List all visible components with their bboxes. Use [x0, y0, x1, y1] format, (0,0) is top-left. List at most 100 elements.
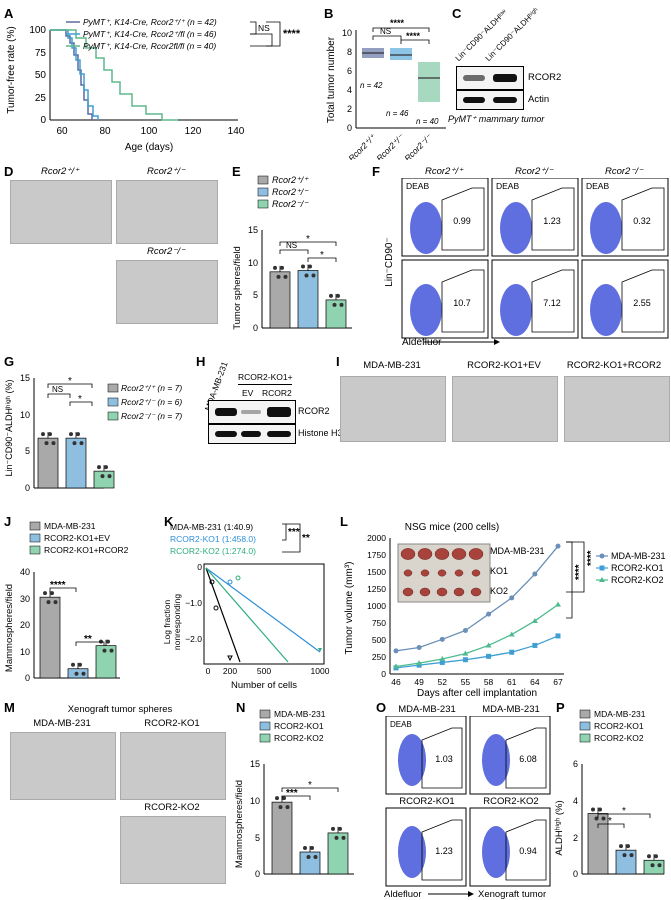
panel-j-bar: MDA-MB-231 RCOR2-KO1+EV RCOR2-KO1+RCOR2 … — [4, 521, 129, 683]
j-ytick: 40 — [20, 567, 30, 577]
c-col-high: Lin⁻CD90⁻ALDHʰⁱᵍʰ — [483, 6, 541, 64]
c-row-actin: Actin — [528, 94, 550, 105]
panel-b-dotplot: Total tumor number 0 2 4 6 8 10 NS **** … — [326, 18, 446, 160]
p-point — [657, 863, 662, 868]
e-point — [273, 265, 277, 270]
l-point — [416, 660, 423, 666]
e-bar-1 — [297, 270, 319, 329]
b-ytick: 4 — [347, 85, 352, 95]
l-legend: RCOR2-KO2 — [611, 575, 664, 585]
e-ylabel: Tumor spheres/field — [232, 246, 243, 330]
p-legend: RCOR2-KO2 — [594, 733, 644, 743]
b-ytick: 6 — [347, 66, 352, 76]
e-point — [283, 274, 288, 279]
p-point — [601, 816, 606, 821]
p-point — [626, 844, 630, 849]
p-bar-0 — [587, 813, 609, 875]
e-ytick: 15 — [248, 225, 258, 235]
k-ytick: 0 — [197, 562, 202, 572]
panel-label-p: P — [556, 700, 565, 715]
l-point — [509, 649, 515, 655]
o-gate — [421, 819, 463, 881]
panel-n-bar: MDA-MB-231 RCOR2-KO1 RCOR2-KO2 Mammosphe… — [234, 709, 354, 879]
n-ytick: 5 — [255, 833, 260, 843]
o-cells — [398, 734, 426, 786]
o-gate — [505, 727, 547, 789]
b-sig-ns: NS — [380, 27, 391, 36]
j-legend: MDA-MB-231 — [44, 521, 96, 531]
p-ytick: 0 — [573, 869, 578, 879]
j-ytick: 20 — [20, 620, 30, 630]
j-point — [81, 671, 86, 676]
g-point — [48, 432, 52, 437]
l-inset-tumor — [451, 548, 467, 560]
l-point — [393, 663, 399, 669]
l-point — [509, 595, 515, 601]
p-ylabel: ALDHʰⁱᵍʰ (%) — [554, 800, 565, 855]
h-col-ev: EV — [242, 388, 254, 398]
l-title: NSG mice (200 cells) — [405, 522, 499, 533]
j-point — [53, 600, 58, 605]
j-point — [46, 600, 51, 605]
l-point — [485, 642, 492, 648]
j-point — [102, 648, 107, 653]
g-ytick: 5 — [25, 446, 30, 456]
g-point — [104, 465, 108, 470]
p-point — [619, 844, 623, 849]
a-xtick: 120 — [185, 126, 202, 137]
l-inset-label: MDA-MB-231 — [490, 546, 545, 556]
l-ylabel: Tumor volume (mm³) — [344, 562, 355, 655]
j-point — [71, 662, 75, 667]
j-legend: RCOR2-KO1+EV — [44, 533, 110, 543]
k-sig-p2: ** — [302, 533, 310, 544]
l-point — [439, 656, 446, 662]
f-deab-label: DEAB — [496, 181, 519, 191]
l-ytick: 1250 — [367, 584, 386, 594]
panel-label-i: I — [336, 354, 340, 369]
n-ytick: 0 — [255, 869, 260, 879]
k-xtick: 200 — [223, 666, 237, 676]
e-sig-p1: * — [320, 250, 324, 261]
f-deab-label: DEAB — [406, 181, 429, 191]
panel-p-bar: MDA-MB-231 RCOR2-KO1 RCOR2-KO2 ALDHʰⁱᵍʰ … — [554, 709, 665, 879]
k-sig-p3: *** — [288, 527, 300, 538]
n-point — [275, 796, 279, 801]
o-title: MDA-MB-231 — [482, 704, 540, 715]
e-point — [311, 273, 316, 278]
c-blot-rcor2 — [456, 66, 524, 90]
l-inset-tumor — [454, 569, 464, 577]
panel-label-k: K — [164, 514, 174, 529]
o-gate — [421, 727, 463, 789]
l-point — [555, 543, 561, 549]
g-point — [44, 441, 49, 446]
l-inset-tumor — [403, 569, 413, 577]
b-n-wt: n = 42 — [360, 81, 383, 90]
o-gate-value: 6.08 — [519, 754, 537, 764]
j-ytick: 10 — [20, 647, 30, 657]
j-legend: RCOR2-KO1+RCOR2 — [44, 545, 129, 555]
panel-label-h: H — [196, 354, 206, 369]
f-ylabel: Lin⁻CD90⁻ — [384, 237, 395, 286]
l-ytick: 0 — [381, 669, 386, 679]
a-xtick: 100 — [141, 126, 158, 137]
l-xlabel: Days after cell implantation — [417, 688, 537, 699]
p-point — [654, 854, 658, 859]
e-point — [336, 293, 340, 298]
f-gate — [621, 187, 665, 251]
a-ytick: 50 — [35, 70, 47, 81]
m-subtitle: RCOR2-KO2 — [144, 802, 200, 813]
l-point — [462, 650, 469, 656]
o-gate-value: 0.94 — [519, 846, 537, 856]
n-point — [303, 846, 307, 850]
n-legend: MDA-MB-231 — [274, 709, 326, 719]
l-point — [393, 648, 399, 654]
l-xtick: 67 — [553, 677, 563, 687]
b-n-het: n = 46 — [386, 109, 409, 118]
l-sig-p4: **** — [574, 564, 585, 580]
e-legend: Rcor2⁺/⁻ — [272, 187, 309, 197]
n-bar-1 — [299, 851, 321, 875]
e-point — [304, 273, 309, 278]
i-image-parent — [340, 376, 446, 442]
g-ytick: 0 — [25, 483, 30, 493]
p-point — [594, 816, 599, 821]
